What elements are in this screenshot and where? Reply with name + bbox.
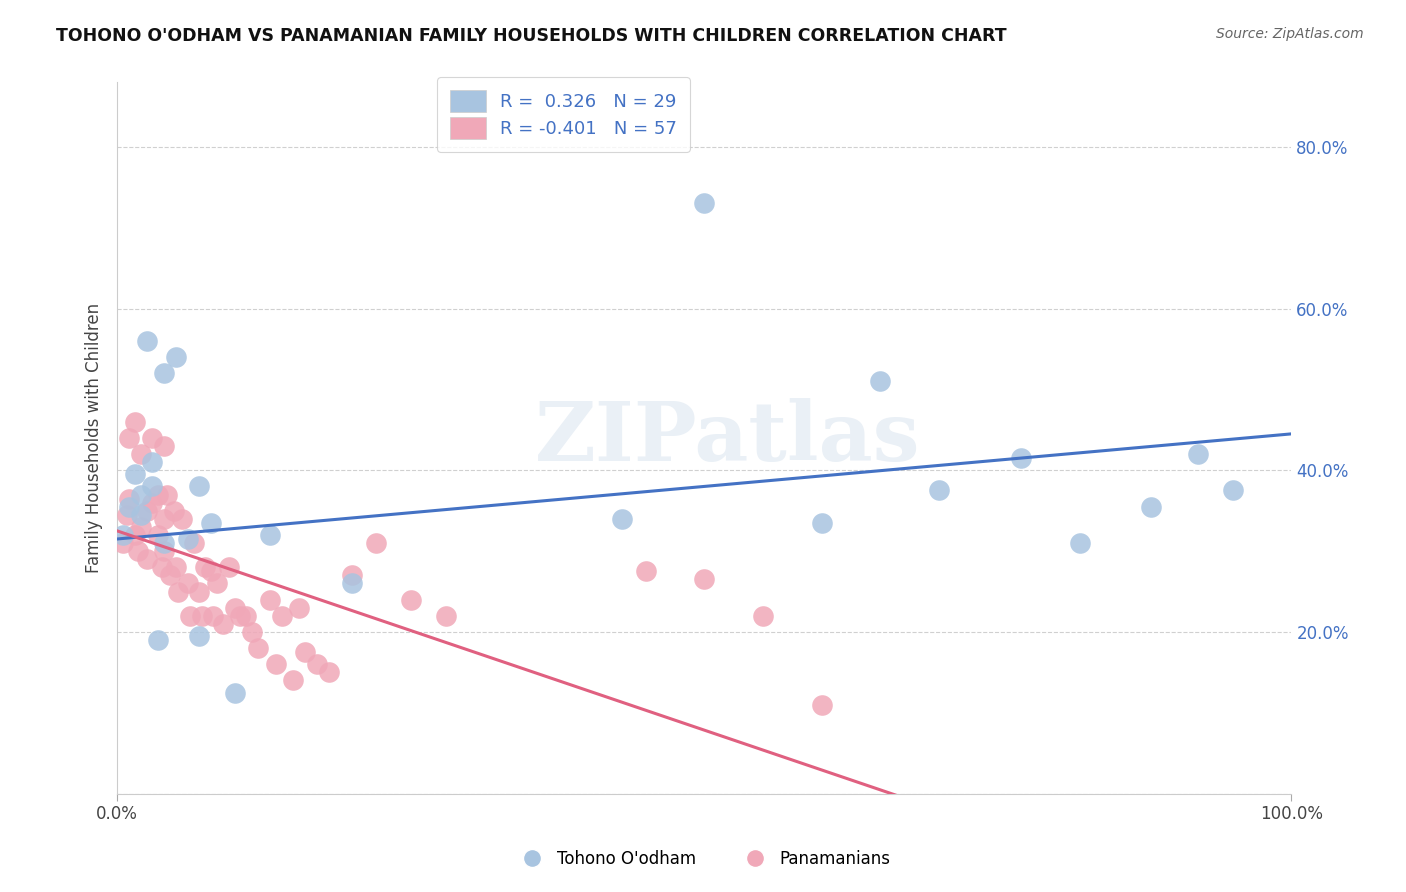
Point bbox=[928, 483, 950, 498]
Point bbox=[155, 487, 177, 501]
Point bbox=[148, 487, 170, 501]
Point bbox=[1139, 500, 1161, 514]
Point bbox=[294, 645, 316, 659]
Point bbox=[141, 455, 163, 469]
Point bbox=[124, 415, 146, 429]
Point bbox=[634, 564, 657, 578]
Point bbox=[129, 508, 152, 522]
Point bbox=[364, 536, 387, 550]
Point bbox=[112, 528, 135, 542]
Point bbox=[148, 633, 170, 648]
Point bbox=[283, 673, 305, 688]
Point bbox=[270, 608, 292, 623]
Point bbox=[129, 447, 152, 461]
Point bbox=[224, 600, 246, 615]
Point bbox=[1010, 451, 1032, 466]
Point bbox=[129, 520, 152, 534]
Point bbox=[1069, 536, 1091, 550]
Legend: R =  0.326   N = 29, R = -0.401   N = 57: R = 0.326 N = 29, R = -0.401 N = 57 bbox=[437, 77, 690, 152]
Point bbox=[183, 536, 205, 550]
Point bbox=[165, 560, 187, 574]
Point bbox=[610, 512, 633, 526]
Point bbox=[235, 608, 257, 623]
Point bbox=[127, 544, 149, 558]
Point bbox=[752, 608, 775, 623]
Point bbox=[202, 608, 225, 623]
Text: TOHONO O'ODHAM VS PANAMANIAN FAMILY HOUSEHOLDS WITH CHILDREN CORRELATION CHART: TOHONO O'ODHAM VS PANAMANIAN FAMILY HOUS… bbox=[56, 27, 1007, 45]
Point bbox=[810, 698, 832, 712]
Point bbox=[1187, 447, 1209, 461]
Point bbox=[194, 560, 217, 574]
Point bbox=[259, 592, 281, 607]
Point bbox=[340, 568, 363, 582]
Point bbox=[153, 536, 176, 550]
Point bbox=[264, 657, 287, 672]
Point bbox=[124, 467, 146, 482]
Point bbox=[205, 576, 228, 591]
Point bbox=[1222, 483, 1244, 498]
Point bbox=[288, 600, 311, 615]
Point bbox=[159, 568, 181, 582]
Point bbox=[135, 552, 157, 566]
Point bbox=[693, 196, 716, 211]
Point bbox=[810, 516, 832, 530]
Point bbox=[129, 487, 152, 501]
Point bbox=[340, 576, 363, 591]
Point bbox=[141, 479, 163, 493]
Point bbox=[165, 350, 187, 364]
Point bbox=[141, 495, 163, 509]
Point bbox=[115, 508, 138, 522]
Point bbox=[200, 564, 222, 578]
Point bbox=[188, 584, 211, 599]
Legend: Tohono O'odham, Panamanians: Tohono O'odham, Panamanians bbox=[509, 844, 897, 875]
Point bbox=[162, 504, 184, 518]
Point bbox=[150, 560, 173, 574]
Point bbox=[305, 657, 328, 672]
Point bbox=[170, 512, 193, 526]
Point bbox=[399, 592, 422, 607]
Point bbox=[240, 624, 263, 639]
Point bbox=[212, 616, 235, 631]
Point bbox=[247, 641, 270, 656]
Point bbox=[200, 516, 222, 530]
Point bbox=[135, 504, 157, 518]
Point bbox=[135, 334, 157, 348]
Point bbox=[259, 528, 281, 542]
Point bbox=[124, 528, 146, 542]
Point bbox=[188, 479, 211, 493]
Point bbox=[112, 536, 135, 550]
Text: Source: ZipAtlas.com: Source: ZipAtlas.com bbox=[1216, 27, 1364, 41]
Point bbox=[176, 532, 198, 546]
Point bbox=[118, 431, 141, 445]
Point bbox=[148, 528, 170, 542]
Point bbox=[179, 608, 201, 623]
Point bbox=[153, 512, 176, 526]
Point bbox=[190, 608, 212, 623]
Point bbox=[153, 544, 176, 558]
Point bbox=[118, 491, 141, 506]
Point bbox=[434, 608, 457, 623]
Point bbox=[153, 366, 176, 380]
Point bbox=[188, 629, 211, 643]
Text: ZIPatlas: ZIPatlas bbox=[536, 398, 921, 478]
Point bbox=[218, 560, 240, 574]
Point bbox=[224, 685, 246, 699]
Y-axis label: Family Households with Children: Family Households with Children bbox=[86, 303, 103, 573]
Point bbox=[318, 665, 340, 680]
Point bbox=[176, 576, 198, 591]
Point bbox=[229, 608, 252, 623]
Point bbox=[153, 439, 176, 453]
Point bbox=[118, 500, 141, 514]
Point bbox=[693, 573, 716, 587]
Point bbox=[167, 584, 190, 599]
Point bbox=[141, 431, 163, 445]
Point bbox=[869, 374, 891, 388]
